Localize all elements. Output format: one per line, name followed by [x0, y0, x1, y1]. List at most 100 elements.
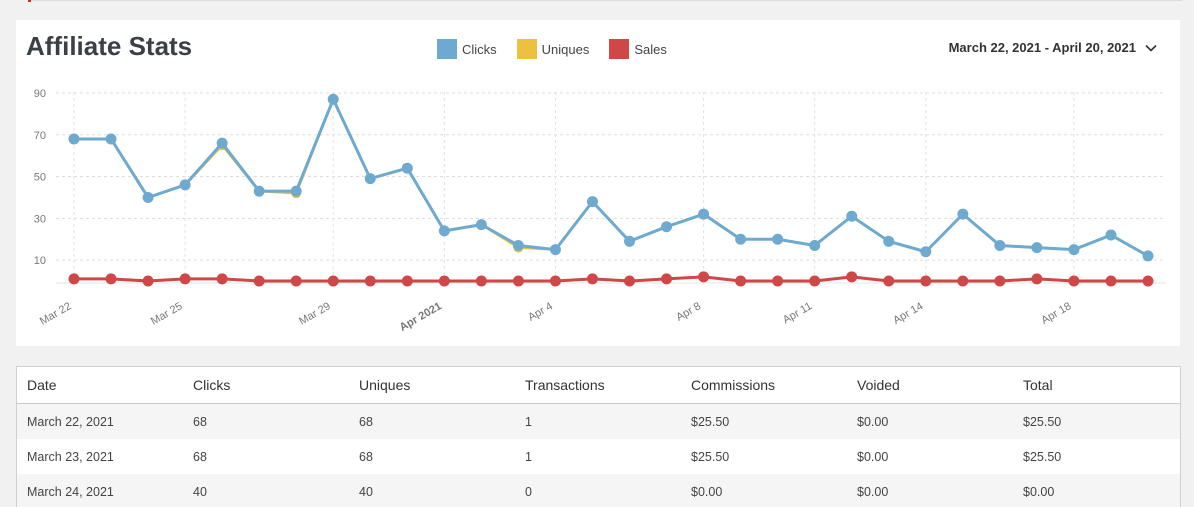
x-tick-label: Mar 22 — [38, 300, 74, 328]
data-point-clicks — [142, 191, 154, 203]
chart-legend: Clicks Uniques Sales — [437, 39, 687, 59]
data-point-sales — [994, 275, 1006, 287]
x-tick-label: Apr 2021 — [398, 300, 444, 334]
data-point-sales — [772, 275, 784, 287]
cell-commissions: $0.00 — [681, 474, 847, 507]
column-header-clicks[interactable]: Clicks — [183, 367, 349, 404]
date-range-picker[interactable]: March 22, 2021 - April 20, 2021 — [949, 40, 1158, 55]
accent-mark — [28, 0, 31, 2]
cell-date: March 24, 2021 — [17, 474, 183, 507]
cell-voided: $0.00 — [847, 439, 1013, 474]
data-point-clicks — [661, 221, 673, 233]
data-point-sales — [957, 275, 969, 287]
data-point-clicks — [846, 210, 858, 222]
legend-swatch-uniques — [516, 39, 537, 59]
cell-commissions: $25.50 — [681, 439, 847, 474]
data-point-clicks — [253, 185, 265, 197]
stats-table: Date Clicks Uniques Transactions Commiss… — [17, 367, 1180, 507]
cell-total: $0.00 — [1013, 474, 1180, 507]
legend-item-sales[interactable]: Sales — [609, 39, 667, 59]
cell-uniques: 68 — [349, 403, 515, 439]
data-point-clicks — [809, 239, 821, 251]
series-line-sales — [74, 275, 1148, 283]
y-tick-label: 50 — [34, 172, 46, 184]
data-point-sales — [846, 271, 858, 283]
data-point-sales — [68, 273, 80, 285]
legend-swatch-sales — [609, 39, 630, 59]
legend-swatch-clicks — [437, 39, 457, 59]
data-point-sales — [624, 275, 636, 287]
data-point-clicks — [920, 246, 932, 258]
data-point-sales — [475, 275, 487, 287]
data-point-clicks — [512, 239, 524, 251]
column-header-uniques[interactable]: Uniques — [349, 367, 515, 404]
data-point-sales — [512, 275, 524, 287]
x-tick-label: Mar 29 — [297, 300, 333, 328]
y-tick-label: 10 — [34, 255, 46, 267]
series-line-clicks — [74, 97, 1149, 258]
data-point-clicks — [772, 233, 784, 245]
data-point-sales — [586, 273, 598, 285]
data-point-clicks — [179, 179, 191, 191]
data-point-sales — [661, 273, 673, 285]
data-point-sales — [735, 275, 747, 287]
data-point-sales — [216, 273, 228, 285]
data-point-clicks — [994, 239, 1006, 251]
cell-voided: $0.00 — [847, 403, 1013, 439]
data-point-sales — [401, 275, 413, 287]
x-tick-label: Apr 14 — [891, 300, 925, 327]
data-point-clicks — [698, 208, 710, 220]
data-point-clicks — [364, 173, 376, 185]
data-point-clicks — [1068, 244, 1080, 256]
data-point-clicks — [327, 93, 339, 105]
y-tick-label: 90 — [34, 88, 46, 100]
cell-uniques: 40 — [349, 474, 515, 507]
cell-clicks: 40 — [183, 474, 349, 507]
data-point-sales — [883, 275, 895, 287]
x-tick-label: Apr 11 — [781, 300, 814, 326]
data-point-clicks — [549, 244, 561, 256]
data-point-sales — [142, 275, 154, 287]
table-header-row: Date Clicks Uniques Transactions Commiss… — [17, 367, 1180, 404]
data-point-sales — [549, 275, 561, 287]
column-header-commissions[interactable]: Commissions — [681, 367, 847, 404]
data-point-clicks — [1105, 229, 1117, 241]
cell-total: $25.50 — [1013, 403, 1180, 439]
data-point-clicks — [290, 185, 302, 197]
legend-item-clicks[interactable]: Clicks — [437, 39, 497, 59]
data-point-clicks — [883, 235, 895, 247]
legend-item-uniques[interactable]: Uniques — [516, 39, 590, 59]
column-header-total[interactable]: Total — [1013, 367, 1180, 404]
column-header-date[interactable]: Date — [17, 367, 183, 404]
x-tick-label: Apr 4 — [526, 300, 555, 324]
chevron-down-icon — [1145, 44, 1157, 52]
cell-transactions: 1 — [515, 439, 681, 474]
cell-date: March 23, 2021 — [17, 439, 183, 474]
cell-voided: $0.00 — [847, 474, 1013, 507]
stats-table-container: Date Clicks Uniques Transactions Commiss… — [16, 366, 1181, 507]
legend-label-sales: Sales — [634, 41, 667, 57]
y-tick-label: 30 — [34, 213, 46, 225]
data-point-clicks — [68, 133, 80, 145]
cell-transactions: 1 — [515, 403, 681, 439]
column-header-transactions[interactable]: Transactions — [515, 367, 681, 404]
y-tick-label: 70 — [34, 130, 46, 142]
date-range-label: March 22, 2021 - April 20, 2021 — [948, 40, 1136, 55]
data-point-sales — [179, 273, 191, 285]
data-point-sales — [364, 275, 376, 287]
data-point-sales — [698, 271, 710, 283]
x-tick-label: Apr 18 — [1039, 300, 1073, 327]
affiliate-stats-chart: 10 30 50 70 90 Mar 22 Mar 25 Mar 29 Apr 2021 Apr … — [34, 88, 1166, 334]
data-point-clicks — [957, 208, 969, 220]
cell-clicks: 68 — [183, 439, 349, 474]
data-point-clicks — [401, 162, 413, 174]
data-point-clicks — [1031, 242, 1043, 254]
data-point-clicks — [624, 235, 636, 247]
legend-label-uniques: Uniques — [541, 41, 590, 57]
column-header-voided[interactable]: Voided — [847, 367, 1013, 404]
table-row: March 23, 2021 68 68 1 $25.50 $0.00 $25.… — [17, 439, 1180, 474]
x-tick-label: Apr 8 — [674, 300, 703, 324]
data-point-sales — [809, 275, 821, 287]
x-tick-label: Mar 25 — [149, 300, 185, 328]
data-point-sales — [1142, 275, 1154, 287]
